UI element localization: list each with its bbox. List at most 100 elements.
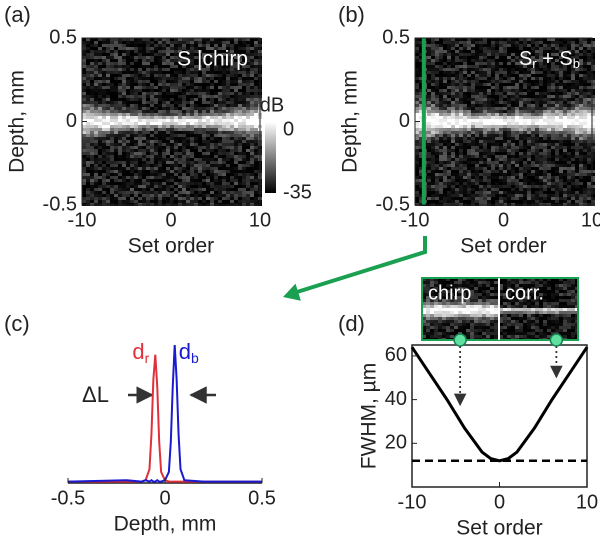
pixel — [527, 191, 531, 194]
pixel — [539, 104, 543, 107]
pixel — [523, 125, 527, 128]
pixel — [138, 125, 142, 128]
pixel — [190, 128, 194, 131]
pixel — [575, 182, 579, 185]
pixel — [230, 71, 234, 74]
pixel — [98, 131, 102, 134]
pixel — [435, 113, 439, 116]
pixel — [110, 53, 114, 56]
pixel — [146, 191, 150, 194]
pixel — [559, 158, 563, 161]
pixel — [415, 119, 419, 122]
pixel — [130, 188, 134, 191]
pixel — [451, 149, 455, 152]
pixel — [138, 50, 142, 53]
pixel — [455, 188, 459, 191]
pixel — [427, 143, 431, 146]
pixel — [503, 140, 507, 143]
pixel — [483, 50, 487, 53]
pixel — [527, 167, 531, 170]
pixel — [535, 41, 539, 44]
pixel — [459, 101, 463, 104]
pixel — [567, 134, 571, 137]
pixel — [146, 146, 150, 149]
pixel — [186, 98, 190, 101]
pixel — [455, 59, 459, 62]
pixel — [515, 197, 519, 200]
pixel — [234, 167, 238, 170]
pixel — [415, 92, 419, 95]
pixel — [186, 200, 190, 203]
pixel — [102, 98, 106, 101]
pixel — [110, 80, 114, 83]
pixel — [563, 104, 567, 107]
pixel — [563, 47, 567, 50]
pixel — [238, 65, 242, 68]
pixel — [138, 80, 142, 83]
pixel — [210, 65, 214, 68]
pixel — [158, 155, 162, 158]
pixel — [415, 101, 419, 104]
pixel — [242, 197, 246, 200]
pixel — [455, 122, 459, 125]
pixel — [118, 83, 122, 86]
pixel — [146, 65, 150, 68]
pixel — [527, 164, 531, 167]
pixel — [519, 47, 523, 50]
pixel — [475, 38, 479, 41]
pixel — [431, 101, 435, 104]
pixel — [575, 140, 579, 143]
pixel — [523, 173, 527, 176]
pixel — [166, 113, 170, 116]
pixel — [439, 62, 443, 65]
pixel — [475, 200, 479, 203]
pixel — [483, 107, 487, 110]
pixel — [583, 143, 587, 146]
pixel — [563, 167, 567, 170]
pixel — [575, 158, 579, 161]
pixel — [126, 149, 130, 152]
pixel — [246, 176, 250, 179]
pixel — [142, 164, 146, 167]
pixel — [82, 152, 86, 155]
pixel — [150, 191, 154, 194]
pixel — [162, 140, 166, 143]
pixel — [475, 65, 479, 68]
pixel — [202, 155, 206, 158]
pixel — [126, 137, 130, 140]
pixel — [234, 155, 238, 158]
pixel — [154, 83, 158, 86]
pixel — [471, 191, 475, 194]
pixel — [102, 62, 106, 65]
pixel — [543, 161, 547, 164]
pixel — [439, 161, 443, 164]
pixel — [491, 38, 495, 41]
pixel — [523, 50, 527, 53]
pixel — [230, 143, 234, 146]
pixel — [206, 158, 210, 161]
pixel — [126, 95, 130, 98]
pixel — [90, 200, 94, 203]
pixel — [210, 122, 214, 125]
pixel — [230, 185, 234, 188]
pixel — [170, 62, 174, 65]
pixel — [238, 200, 242, 203]
pixel — [471, 182, 475, 185]
pixel — [475, 83, 479, 86]
pixel — [134, 89, 138, 92]
pixel — [142, 128, 146, 131]
pixel — [479, 176, 483, 179]
pixel — [443, 62, 447, 65]
pixel — [238, 80, 242, 83]
pixel — [182, 182, 186, 185]
pixel — [551, 164, 555, 167]
pixel — [535, 68, 539, 71]
pixel — [579, 62, 583, 65]
pixel — [427, 59, 431, 62]
pixel — [443, 155, 447, 158]
pixel — [142, 47, 146, 50]
pixel — [190, 125, 194, 128]
pixel — [98, 83, 102, 86]
pixel — [515, 50, 519, 53]
pixel — [571, 50, 575, 53]
